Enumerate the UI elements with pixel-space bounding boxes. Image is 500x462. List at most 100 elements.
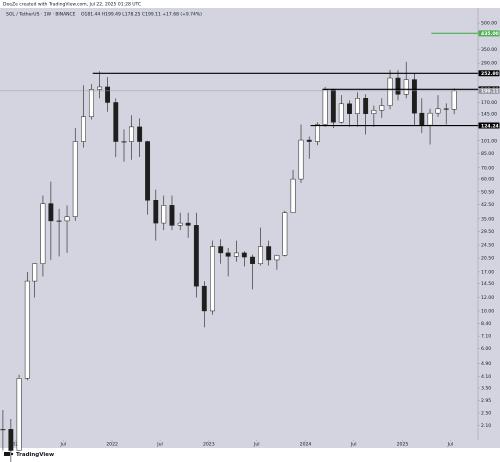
candle — [185, 212, 191, 238]
candle-body — [72, 141, 78, 217]
candle — [72, 128, 78, 221]
candle-body — [8, 429, 14, 451]
candle — [330, 88, 336, 129]
candle-body — [330, 89, 336, 123]
candle — [290, 169, 296, 213]
candle-body — [88, 89, 94, 118]
candle — [363, 94, 369, 135]
candle — [97, 71, 103, 99]
candle — [56, 208, 62, 257]
y-tick-label: 35.00 — [481, 216, 494, 222]
price-axis — [478, 8, 500, 440]
candle-body — [338, 103, 344, 123]
candle — [258, 227, 263, 266]
y-tick-label: 4.90 — [481, 361, 491, 367]
y-tick-label: 500.00 — [481, 21, 497, 27]
candle — [48, 181, 54, 260]
y-tick-label: 50.50 — [481, 189, 494, 195]
candle-body — [363, 98, 369, 114]
x-tick-label: 2023 — [203, 441, 215, 447]
candle-body — [64, 216, 70, 222]
candle — [24, 271, 30, 381]
candle-body — [81, 116, 86, 142]
candle — [128, 115, 134, 160]
candle-body — [427, 112, 433, 126]
y-tick-label: 85.00 — [481, 151, 494, 157]
level-badge — [478, 30, 500, 37]
candle-body — [306, 139, 312, 142]
candle-body — [201, 285, 207, 312]
candle-body — [128, 126, 134, 142]
level-label: 124.24 — [481, 123, 499, 129]
candle — [0, 410, 6, 451]
y-tick-label: 42.50 — [481, 202, 494, 208]
y-tick-label: 2.95 — [481, 398, 491, 404]
x-tick-label: 2022 — [106, 441, 118, 447]
candle-body — [40, 203, 46, 264]
logo-dot — [10, 452, 14, 456]
candle-body — [153, 200, 159, 224]
candle — [201, 281, 207, 328]
x-tick-label: Jul — [253, 441, 260, 447]
candle-body — [113, 102, 119, 142]
candle-body — [298, 139, 304, 180]
time-axis — [0, 440, 500, 448]
candle — [169, 195, 175, 231]
y-tick-label: 20.50 — [481, 256, 494, 262]
candle — [218, 239, 224, 264]
candle-body — [137, 126, 143, 142]
logo-mark — [4, 452, 10, 456]
level-label: 435.00 — [481, 31, 499, 37]
candle-body — [193, 225, 199, 287]
candle — [193, 212, 199, 298]
candle-body — [451, 90, 457, 110]
candle — [161, 195, 167, 231]
candle — [233, 240, 239, 262]
candle-body — [0, 429, 6, 431]
candle-body — [419, 112, 425, 126]
x-tick-label: Jul — [60, 441, 67, 447]
candle-body — [161, 205, 167, 224]
candle-body — [274, 255, 280, 261]
plot: 500.00 350.00 290.00 170.00 145.00 101.00 85.0… — [0, 21, 500, 462]
candle — [32, 263, 38, 298]
candle — [435, 95, 441, 117]
candle — [395, 70, 401, 101]
candle — [282, 210, 288, 257]
level-badge — [478, 87, 500, 94]
candle-body — [347, 103, 352, 114]
y-tick-label: 3.50 — [481, 386, 491, 392]
candle-body — [387, 77, 393, 106]
candle — [145, 140, 151, 215]
candle-body — [210, 246, 215, 312]
candle-body — [266, 246, 272, 261]
y-tick-label: 170.00 — [481, 100, 497, 106]
candle-body — [411, 79, 417, 114]
y-tick-label: 8.40 — [481, 321, 491, 327]
y-tick-label: 10.00 — [481, 308, 494, 314]
y-tick-label: 60.00 — [481, 177, 494, 183]
candle-body — [395, 77, 401, 95]
y-tick-label: 145.00 — [481, 112, 497, 118]
candle-body — [105, 86, 111, 103]
candle — [274, 254, 280, 270]
candle-body — [218, 246, 224, 254]
symbol-title: SOL / TetherUS · 1W · BINANCE — [6, 12, 76, 18]
candle — [16, 374, 22, 451]
candle-body — [290, 178, 296, 213]
x-tick-label: Jul — [350, 441, 357, 447]
candle — [322, 86, 328, 127]
candle — [266, 240, 272, 266]
candle-body — [379, 105, 385, 111]
y-tick-label: 6.00 — [481, 346, 491, 352]
candle-body — [177, 222, 183, 226]
candle-body — [233, 252, 239, 257]
candle — [241, 251, 247, 267]
candle — [64, 205, 70, 253]
candle — [105, 77, 111, 112]
candle — [210, 240, 215, 315]
level-badge — [478, 122, 500, 129]
candle — [225, 248, 231, 277]
candle-body — [169, 205, 175, 226]
candle — [403, 61, 409, 99]
